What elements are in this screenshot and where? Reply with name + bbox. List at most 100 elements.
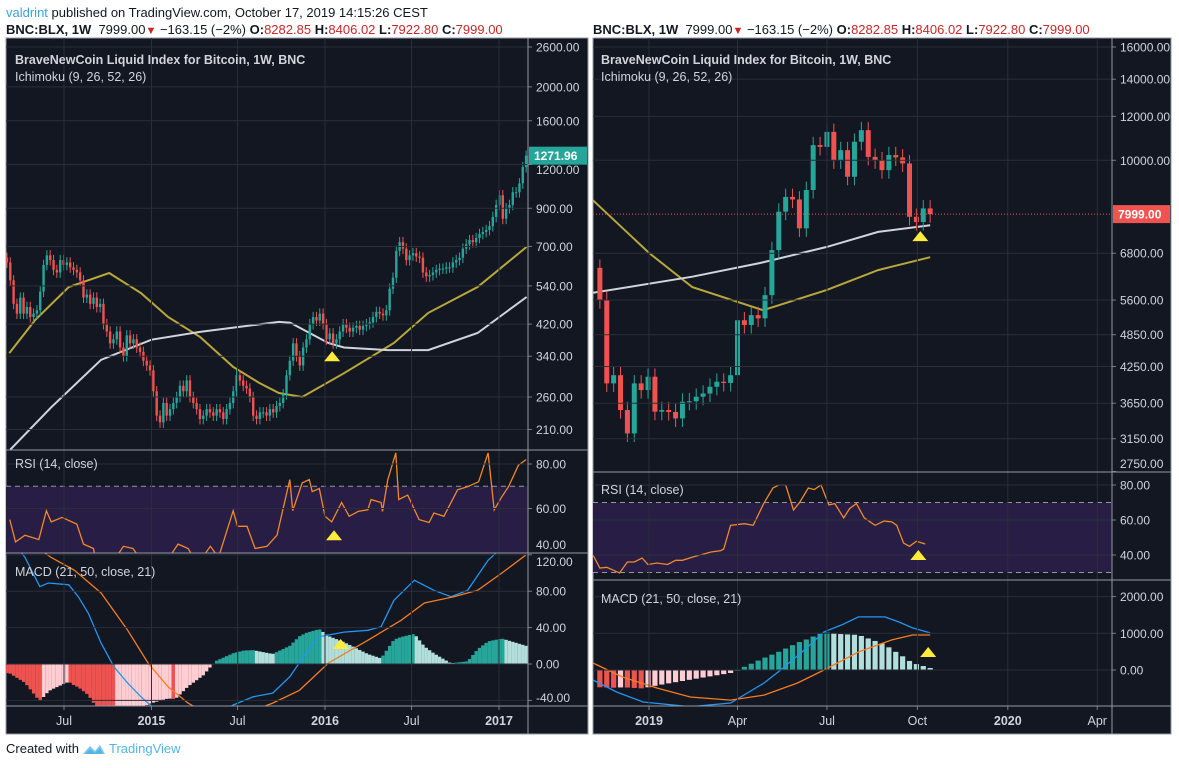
macd-histogram-bar xyxy=(354,648,359,664)
macd-axis-label: -40.00 xyxy=(536,691,570,705)
candle xyxy=(341,318,345,337)
macd-histogram-bar xyxy=(125,664,129,706)
right-macd-pane[interactable] xyxy=(593,616,933,707)
macd-histogram-bar xyxy=(437,656,442,664)
macd-histogram-bar xyxy=(394,638,398,664)
macd-histogram-bar xyxy=(700,670,706,678)
macd-histogram-bar xyxy=(334,639,339,664)
macd-histogram-bar xyxy=(521,644,525,664)
candle xyxy=(235,370,238,397)
candle-body xyxy=(518,183,521,193)
time-axis-label: Oct xyxy=(908,714,928,728)
price-axis-label: 3150.00 xyxy=(1120,432,1164,446)
left-rsi-label[interactable]: RSI (14, close) xyxy=(15,457,98,471)
candle-body xyxy=(202,415,205,419)
candle xyxy=(618,366,624,419)
left-chart-title: BraveNewCoin Liquid Index for Bitcoin, 1… xyxy=(15,53,306,67)
macd-histogram-bar xyxy=(407,634,412,664)
macd-histogram-bar xyxy=(474,651,478,664)
candle-body xyxy=(155,391,158,416)
footer: Created with TradingView xyxy=(6,741,181,756)
macd-histogram-bar xyxy=(88,664,92,698)
candle xyxy=(49,250,52,266)
candle-body xyxy=(68,262,72,268)
down-triangle-icon: ▼ xyxy=(145,25,157,37)
right-ichimoku-label[interactable]: Ichimoku (9, 26, 52, 26) xyxy=(601,70,733,84)
candle xyxy=(78,267,82,286)
left-price-pane[interactable] xyxy=(6,150,528,450)
candle-body xyxy=(172,402,175,410)
right-price-pane[interactable] xyxy=(593,121,933,443)
candle xyxy=(95,292,99,313)
candle xyxy=(128,330,132,349)
macd-histogram-bar xyxy=(135,664,139,706)
right-rsi-pane[interactable] xyxy=(593,484,1112,574)
macd-histogram-bar xyxy=(796,642,803,670)
candle xyxy=(451,257,455,273)
candle xyxy=(42,259,45,298)
right-chart-title: BraveNewCoin Liquid Index for Bitcoin, 1… xyxy=(601,53,892,67)
left-macd-label[interactable]: MACD (21, 50, close, 21) xyxy=(15,565,156,579)
macd-histogram-bar xyxy=(198,664,202,678)
macd-histogram-bar xyxy=(58,664,62,686)
candle xyxy=(358,320,361,336)
macd-histogram-bar xyxy=(391,641,395,664)
candle-body xyxy=(72,267,75,270)
tradingview-link[interactable]: TradingView xyxy=(108,741,181,756)
candle-body xyxy=(375,311,378,318)
candle xyxy=(368,317,371,330)
candle-body xyxy=(235,375,238,392)
macd-histogram-bar xyxy=(427,650,432,664)
left-ichimoku-label[interactable]: Ichimoku (9, 26, 52, 26) xyxy=(15,70,147,84)
candle xyxy=(271,403,275,418)
candle xyxy=(178,380,182,403)
macd-histogram-bar xyxy=(138,664,142,706)
macd-histogram-bar xyxy=(817,633,823,670)
candle xyxy=(212,407,215,422)
macd-histogram-bar xyxy=(728,670,734,673)
candle-body xyxy=(604,300,610,384)
candle-body xyxy=(385,310,388,316)
candle xyxy=(488,220,491,236)
left-rsi-pane[interactable] xyxy=(6,452,528,575)
time-axis-label: 2020 xyxy=(994,714,1022,728)
candle-body xyxy=(285,375,288,395)
candle xyxy=(721,373,727,392)
candle-body xyxy=(49,255,52,261)
candle-body xyxy=(65,262,69,265)
macd-histogram-bar xyxy=(115,664,119,706)
left-macd-pane[interactable] xyxy=(5,528,528,728)
macd-histogram-bar xyxy=(51,664,56,689)
right-rsi-label[interactable]: RSI (14, close) xyxy=(601,483,684,497)
candle-body xyxy=(659,410,665,412)
candle xyxy=(202,410,205,425)
candle xyxy=(913,208,919,231)
candle-body xyxy=(405,248,408,261)
candle xyxy=(92,292,95,310)
macd-histogram-bar xyxy=(672,670,679,683)
candle-body xyxy=(858,130,864,142)
candle xyxy=(679,393,685,427)
macd-histogram-bar xyxy=(755,660,761,670)
macd-histogram-bar xyxy=(151,664,156,703)
macd-histogram-bar xyxy=(414,636,418,664)
macd-histogram-bar xyxy=(248,650,252,664)
macd-histogram-bar xyxy=(714,670,720,676)
macd-histogram-bar xyxy=(78,664,82,689)
left-chart-panel[interactable]: Jul 2015 Jul 2016 Jul 2017 2600.00 2000.00 1600.… xyxy=(5,37,589,735)
macd-histogram-bar xyxy=(208,664,212,668)
candle xyxy=(838,141,844,169)
candle-body xyxy=(468,240,471,245)
author-link[interactable]: valdrint xyxy=(6,5,48,20)
candle-body xyxy=(645,376,651,391)
candle-body xyxy=(421,257,425,273)
candle xyxy=(381,308,385,321)
right-macd-label[interactable]: MACD (21, 50, close, 21) xyxy=(601,592,742,606)
candle-body xyxy=(135,339,138,348)
candle-body xyxy=(686,401,692,403)
candle xyxy=(295,338,298,362)
candle xyxy=(401,236,405,255)
candle xyxy=(318,308,321,326)
right-chart-panel[interactable]: 2019 Apr Jul Oct 2020 Apr 16000.00 14000.00 1200… xyxy=(592,37,1172,735)
